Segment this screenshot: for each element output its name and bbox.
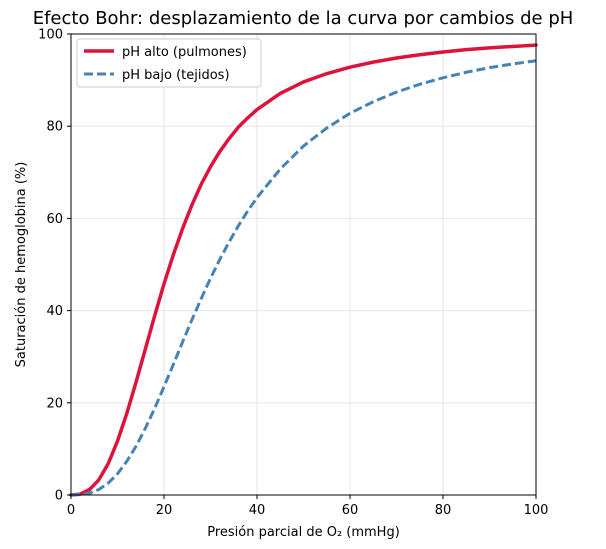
legend-box (76, 38, 262, 88)
x-tick-label: 20 (156, 503, 173, 518)
x-axis-label: Presión parcial de O₂ (mmHg) (207, 525, 400, 540)
y-axis-label: Saturación de hemoglobina (%) (14, 162, 29, 368)
y-tick-label: 60 (46, 212, 63, 227)
series-line-ph-bajo (70, 59, 537, 497)
x-tick-label: 60 (342, 503, 359, 518)
x-tick-label: 0 (67, 503, 75, 518)
x-tick-label: 40 (249, 503, 266, 518)
series-line-ph-alto (69, 43, 538, 497)
plot-frame (70, 33, 537, 496)
y-tick-label: 0 (55, 489, 63, 504)
legend: pH alto (pulmones) pH bajo (tejidos) (76, 38, 262, 88)
y-tick-label: 40 (46, 304, 63, 319)
x-axis-ticks: 0 20 40 60 80 100 (67, 495, 549, 518)
legend-label-ph-alto: pH alto (pulmones) (122, 45, 247, 60)
x-tick-label: 80 (435, 503, 452, 518)
y-tick-label: 100 (38, 28, 63, 43)
series-layer (69, 43, 538, 497)
legend-label-ph-bajo: pH bajo (tejidos) (122, 68, 230, 83)
chart-title: Efecto Bohr: desplazamiento de la curva … (33, 8, 574, 29)
y-axis-ticks: 0 20 40 60 80 100 (38, 28, 71, 504)
y-tick-label: 20 (46, 396, 63, 411)
x-tick-label: 100 (524, 503, 549, 518)
y-tick-label: 80 (46, 120, 63, 135)
